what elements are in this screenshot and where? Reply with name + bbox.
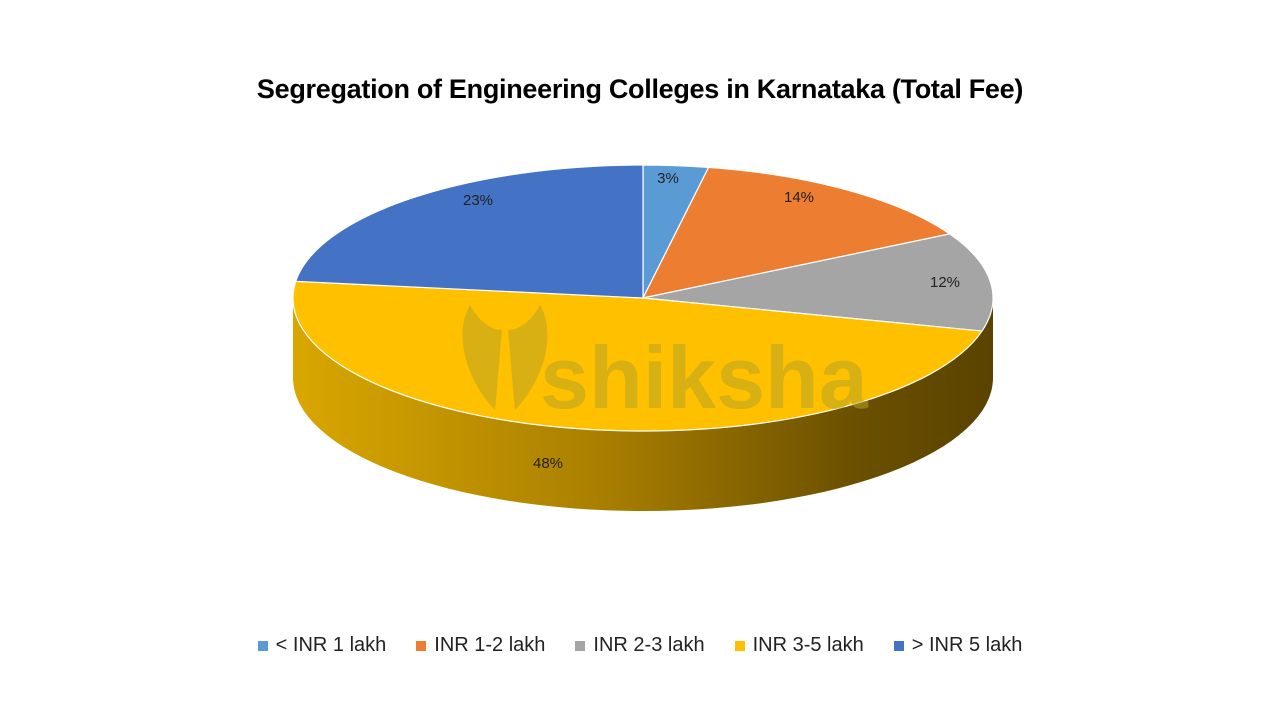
pie-data-labels: 3% 14% 12% 48% 23% bbox=[463, 170, 960, 472]
pie-slice bbox=[294, 164, 644, 299]
slice-label: 12% bbox=[930, 274, 960, 291]
legend-label: < INR 1 lakh bbox=[275, 634, 387, 656]
legend-item: < INR 1 lakh bbox=[257, 634, 387, 657]
legend-swatch bbox=[416, 640, 427, 651]
pie-slice bbox=[642, 233, 994, 332]
legend-swatch bbox=[734, 640, 745, 651]
pie-side-wall bbox=[293, 298, 993, 511]
shiksha-watermark-logo: shiksha bbox=[462, 305, 869, 427]
slice-label: 48% bbox=[533, 455, 563, 472]
chart-title: Segregation of Engineering Colleges in K… bbox=[256, 74, 1024, 104]
legend-swatch bbox=[575, 640, 586, 651]
legend-item: INR 3-5 lakh bbox=[734, 634, 864, 657]
chart-legend: < INR 1 lakh INR 1-2 lakh INR 2-3 lakh I… bbox=[0, 634, 1280, 657]
legend-swatch bbox=[893, 640, 904, 651]
slice-label: 23% bbox=[463, 192, 493, 209]
legend-item: INR 1-2 lakh bbox=[416, 634, 545, 657]
legend-item: > INR 5 lakh bbox=[893, 634, 1023, 657]
legend-label: INR 2-3 lakh bbox=[593, 634, 705, 656]
legend-label: > INR 5 lakh bbox=[911, 634, 1023, 656]
watermark-text: shiksha bbox=[540, 328, 869, 427]
legend-label: INR 3-5 lakh bbox=[752, 634, 864, 656]
slice-label: 3% bbox=[657, 170, 679, 187]
pie-slices bbox=[292, 164, 994, 432]
legend-label: INR 1-2 lakh bbox=[434, 634, 546, 656]
slice-label: 14% bbox=[784, 189, 814, 206]
legend-swatch bbox=[257, 640, 268, 651]
pie-slice bbox=[641, 166, 952, 299]
legend-item: INR 2-3 lakh bbox=[575, 634, 705, 657]
